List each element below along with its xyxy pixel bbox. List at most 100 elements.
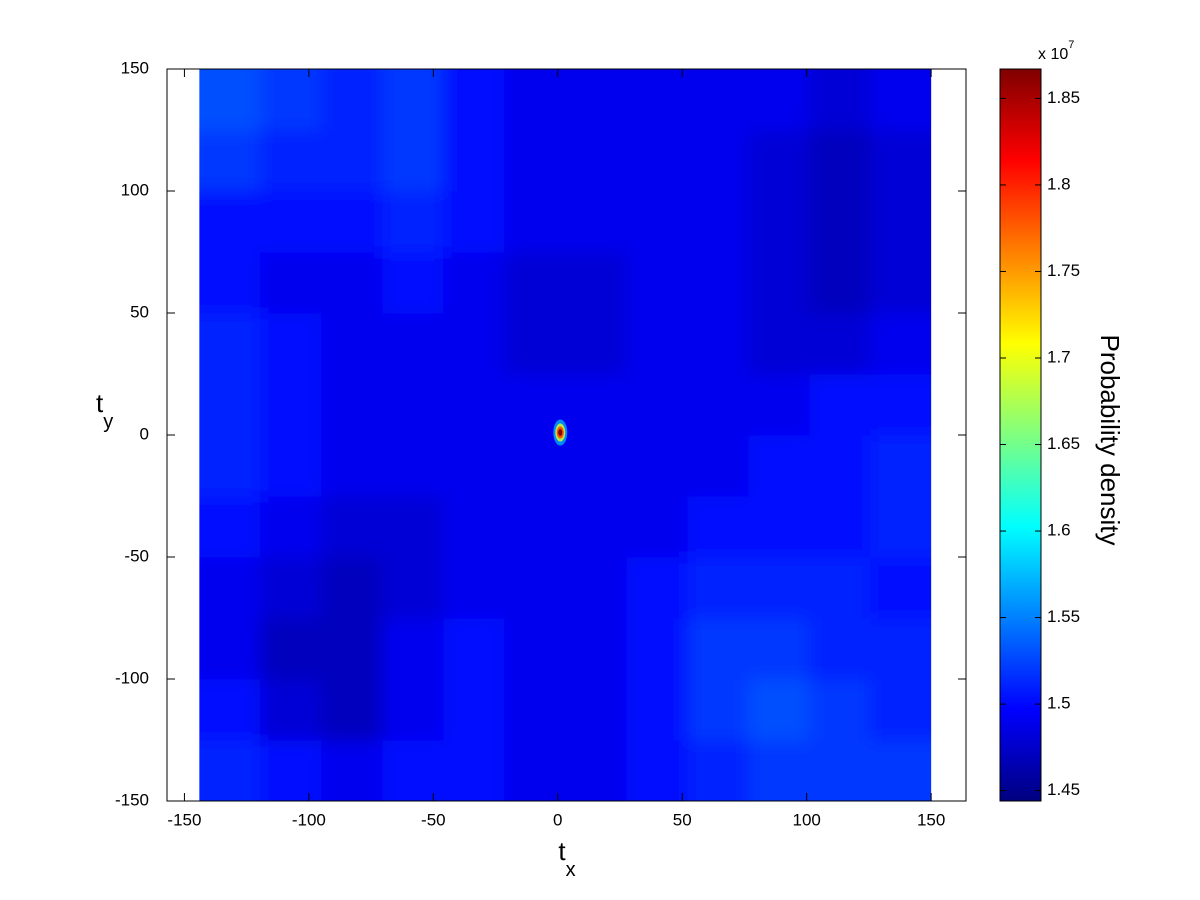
heatmap-cell <box>809 252 871 314</box>
heatmap-cell <box>199 374 261 436</box>
heatmap-cell <box>504 496 566 558</box>
heatmap-cell <box>260 618 322 680</box>
x-tick-label: -150 <box>167 810 201 829</box>
heatmap-cell <box>504 435 566 497</box>
heatmap-cell <box>504 618 566 680</box>
heatmap-cell <box>748 618 810 680</box>
heatmap-cell <box>626 252 688 314</box>
heatmap-cell <box>504 557 566 619</box>
heatmap-cell <box>565 435 627 497</box>
heatmap-cell <box>748 435 810 497</box>
heatmap-cell <box>321 69 383 131</box>
heatmap-cell <box>260 313 322 375</box>
heatmap-cell <box>382 252 444 314</box>
x-tick-label: 150 <box>917 810 945 829</box>
heatmap-cell <box>626 618 688 680</box>
heatmap-cell <box>260 130 322 192</box>
heatmap-cell <box>565 69 627 131</box>
heatmap <box>199 69 932 801</box>
y-label-main: t <box>96 388 104 418</box>
heatmap-cell <box>443 252 505 314</box>
heatmap-cell <box>321 130 383 192</box>
heatmap-cell <box>321 679 383 741</box>
heatmap-cell <box>809 557 871 619</box>
y-tick-label: 150 <box>121 58 149 77</box>
heatmap-cell <box>321 557 383 619</box>
heatmap-cell <box>382 191 444 253</box>
heatmap-cell <box>687 69 749 131</box>
heatmap-cell <box>565 130 627 192</box>
heatmap-cell <box>809 130 871 192</box>
x-tick-label: 0 <box>553 810 562 829</box>
heatmap-cell <box>382 435 444 497</box>
heatmap-cell <box>260 374 322 436</box>
heatmap-cell <box>565 557 627 619</box>
heatmap-cell <box>809 374 871 436</box>
heatmap-cell <box>443 435 505 497</box>
heatmap-cell <box>870 69 932 131</box>
heatmap-cell <box>809 496 871 558</box>
heatmap-cell <box>626 191 688 253</box>
heatmap-cell <box>626 496 688 558</box>
heatmap-cell <box>687 557 749 619</box>
colorbar-tick-label: 1.5 <box>1047 694 1071 713</box>
heatmap-cell <box>443 374 505 436</box>
x-label-main: t <box>558 836 566 866</box>
heatmap-cell <box>199 740 261 801</box>
heatmap-cell <box>382 130 444 192</box>
heatmap-cell <box>565 374 627 436</box>
heatmap-cell <box>199 69 261 131</box>
heatmap-cell <box>565 191 627 253</box>
heatmap-cell <box>321 191 383 253</box>
heatmap-cell <box>687 374 749 436</box>
heatmap-cell <box>748 313 810 375</box>
heatmap-cell <box>565 496 627 558</box>
multiplier-exponent: 7 <box>1068 39 1074 51</box>
colorbar-multiplier: x 107 <box>1038 39 1074 63</box>
heatmap-cell <box>626 435 688 497</box>
heatmap-cell <box>260 435 322 497</box>
heatmap-cell <box>321 252 383 314</box>
x-tick-label: -100 <box>292 810 326 829</box>
heatmap-cell <box>321 313 383 375</box>
colorbar-tick-label: 1.65 <box>1047 434 1080 453</box>
heatmap-cell <box>687 740 749 801</box>
heatmap-cell <box>565 618 627 680</box>
heatmap-cell <box>748 130 810 192</box>
heatmap-cell <box>443 557 505 619</box>
peak-spot <box>553 419 568 446</box>
heatmap-cell <box>870 557 932 619</box>
colorbar-tick-label: 1.8 <box>1047 174 1071 193</box>
heatmap-cell <box>504 69 566 131</box>
heatmap-cell <box>443 496 505 558</box>
multiplier-base: x 10 <box>1038 46 1068 63</box>
heatmap-cell <box>748 374 810 436</box>
colorbar-tick-label: 1.6 <box>1047 521 1071 540</box>
heatmap-cell <box>870 496 932 558</box>
heatmap-cell <box>748 679 810 741</box>
heatmap-cell <box>870 435 932 497</box>
heatmap-cell <box>443 618 505 680</box>
heatmap-cell <box>687 435 749 497</box>
heatmap-cell <box>748 191 810 253</box>
heatmap-cell <box>382 496 444 558</box>
heatmap-cell <box>809 69 871 131</box>
heatmap-cell <box>260 557 322 619</box>
heatmap-cell <box>321 740 383 801</box>
heatmap-cell <box>199 496 261 558</box>
heatmap-cell <box>260 69 322 131</box>
heatmap-cell <box>199 191 261 253</box>
y-tick-label: -100 <box>115 668 149 687</box>
heatmap-cell <box>321 618 383 680</box>
heatmap-cell <box>809 435 871 497</box>
heatmap-cell <box>199 679 261 741</box>
heatmap-cell <box>504 252 566 314</box>
heatmap-cell <box>382 374 444 436</box>
colorbar-tick-label: 1.45 <box>1047 780 1080 799</box>
heatmap-cell <box>260 191 322 253</box>
heatmap-cell <box>870 679 932 741</box>
heatmap-cell <box>199 435 261 497</box>
peak-core <box>558 429 563 437</box>
heatmap-cell <box>565 740 627 801</box>
